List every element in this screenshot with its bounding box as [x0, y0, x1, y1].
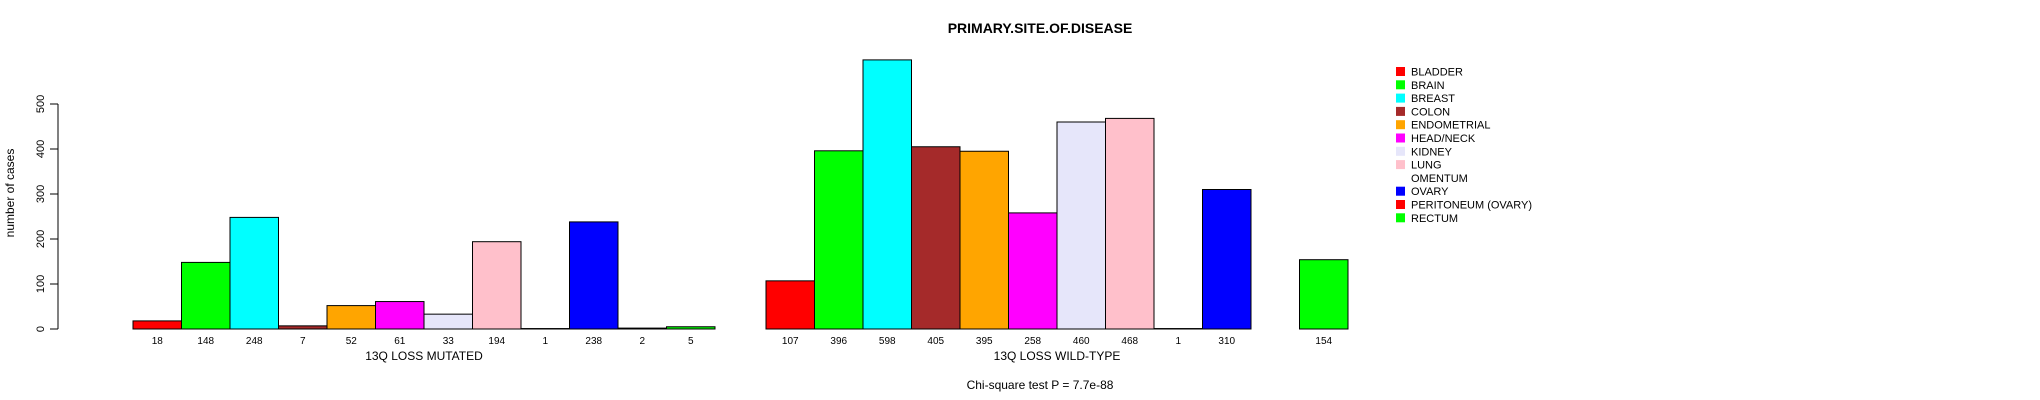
bar [132, 320, 182, 330]
legend-item: HEAD/NECK [1396, 133, 1476, 145]
bar [1008, 212, 1058, 330]
bar-count-label: 2 [639, 336, 645, 347]
bar [1299, 259, 1349, 330]
bar-count-label: 7 [300, 336, 306, 347]
bar-count-label: 396 [830, 336, 847, 347]
legend-swatch [1396, 213, 1405, 223]
legend-item: BREAST [1396, 93, 1455, 105]
bar-group: 107 396 598 405 395 258 460 468 1 310 154 13Q LOSS … [765, 59, 1349, 363]
legend-label: BRAIN [1411, 80, 1445, 92]
bar-count-label: 310 [1218, 336, 1235, 347]
bar [181, 261, 231, 330]
bar-count-label: 460 [1073, 336, 1090, 347]
bar-count-label: 194 [488, 336, 505, 347]
bar-count-label: 258 [1024, 336, 1041, 347]
bar [617, 327, 667, 330]
bar-count-label: 405 [927, 336, 944, 347]
legend-swatch [1396, 133, 1405, 143]
bar [666, 326, 716, 330]
bar [423, 313, 473, 330]
bar-count-label: 148 [197, 336, 214, 347]
legend-label: RECTUM [1411, 213, 1458, 225]
bar [862, 59, 912, 330]
legend-label: COLON [1411, 106, 1450, 118]
legend-swatch [1396, 200, 1405, 209]
bar-count-label: 248 [246, 336, 263, 347]
legend-item: OVARY [1396, 186, 1449, 198]
legend-item: BRAIN [1396, 80, 1445, 92]
bar [278, 325, 328, 330]
bar [326, 305, 376, 330]
legend-swatch [1396, 146, 1405, 156]
group-label: 13Q LOSS WILD-TYPE [994, 349, 1121, 363]
bar [765, 280, 815, 330]
bar [229, 216, 279, 330]
bar-count-label: 238 [585, 336, 602, 347]
legend-label: BREAST [1411, 93, 1455, 105]
chart-title: PRIMARY.SITE.OF.DISEASE [948, 20, 1133, 36]
legend-swatch [1396, 93, 1405, 103]
chi-square-footer: Chi-square test P = 7.7e-88 [967, 378, 1114, 392]
group-label: 13Q LOSS MUTATED [365, 349, 483, 363]
y-axis-label: number of cases [3, 149, 17, 238]
legend-item: LUNG [1396, 160, 1442, 172]
legend-swatch [1396, 67, 1405, 76]
y-tick-label: 300 [35, 185, 47, 203]
legend-swatch [1396, 173, 1405, 183]
y-tick-label: 100 [35, 275, 47, 293]
bar-count-label: 395 [976, 336, 993, 347]
y-tick-label: 200 [35, 230, 47, 248]
bar-count-label: 52 [346, 336, 358, 347]
bar-count-label: 61 [394, 336, 406, 347]
bar-groups: 18 148 248 7 52 61 33 194 1 238 2 5 13Q LOSS MUTATED… [132, 59, 1349, 363]
legend-label: PERITONEUM (OVARY) [1411, 200, 1532, 212]
y-tick-label: 0 [35, 326, 47, 332]
legend-item: KIDNEY [1396, 146, 1453, 158]
bar [472, 241, 522, 330]
legend-label: BLADDER [1411, 67, 1463, 79]
bar-count-label: 1 [1175, 336, 1181, 347]
y-tick-label: 400 [35, 140, 47, 158]
legend-label: KIDNEY [1411, 146, 1453, 158]
y-axis: 0 100 200 300 400 500 [35, 95, 59, 332]
bar-group: 18 148 248 7 52 61 33 194 1 238 2 5 13Q LOSS MUTATED [132, 216, 716, 363]
bar-count-label: 33 [443, 336, 455, 347]
legend-item: BLADDER [1396, 67, 1463, 79]
bar-count-label: 598 [879, 336, 896, 347]
bar [1105, 117, 1155, 330]
bar [911, 146, 961, 330]
y-tick-label: 500 [35, 95, 47, 113]
bar-count-label: 18 [152, 336, 164, 347]
legend-label: OVARY [1411, 186, 1449, 198]
legend-item: ENDOMETRIAL [1396, 120, 1490, 132]
legend-swatch [1396, 160, 1405, 170]
legend-item: RECTUM [1396, 213, 1458, 225]
bar-count-label: 107 [782, 336, 799, 347]
legend-label: LUNG [1411, 160, 1442, 172]
legend-label: ENDOMETRIAL [1411, 120, 1490, 132]
legend-item: COLON [1396, 106, 1450, 118]
bar-count-label: 154 [1315, 336, 1332, 347]
bar [375, 301, 425, 330]
legend-swatch [1396, 120, 1405, 130]
bar [814, 150, 864, 330]
legend-label: HEAD/NECK [1411, 133, 1476, 145]
legend-swatch [1396, 106, 1405, 116]
legend-swatch [1396, 186, 1405, 196]
bar-count-label: 468 [1121, 336, 1138, 347]
bar [1056, 121, 1106, 330]
bar [1202, 189, 1252, 330]
bar-count-label: 1 [542, 336, 548, 347]
legend-item: PERITONEUM (OVARY) [1396, 200, 1532, 212]
bar [569, 221, 619, 330]
legend-label: OMENTUM [1411, 173, 1468, 185]
bar [959, 150, 1009, 330]
bar-count-label: 5 [688, 336, 694, 347]
legend-item: OMENTUM [1396, 173, 1468, 185]
legend-swatch [1396, 80, 1405, 90]
